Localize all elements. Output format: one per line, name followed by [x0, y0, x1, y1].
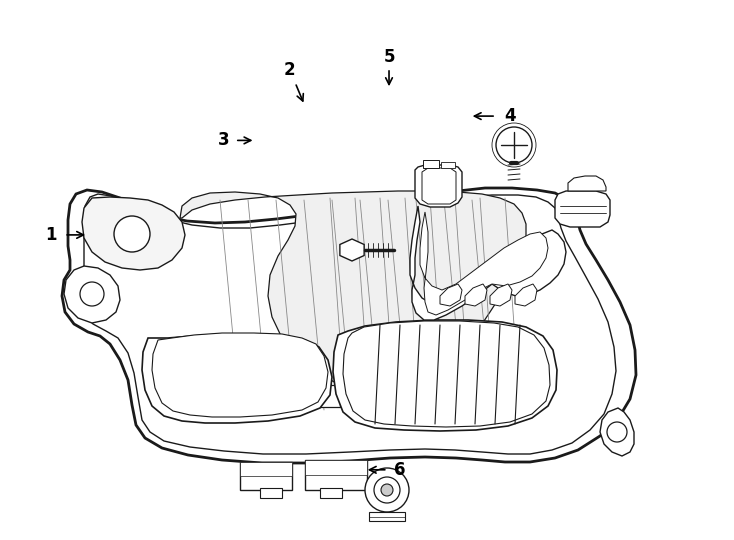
Polygon shape	[555, 191, 610, 227]
Bar	[320, 488, 342, 498]
Polygon shape	[600, 408, 634, 456]
Polygon shape	[343, 321, 550, 427]
Bar	[369, 512, 405, 521]
Bar	[305, 460, 367, 490]
Polygon shape	[465, 284, 487, 306]
Polygon shape	[568, 176, 606, 191]
Polygon shape	[152, 333, 328, 417]
Polygon shape	[440, 284, 462, 306]
Circle shape	[80, 282, 104, 306]
Polygon shape	[420, 212, 548, 315]
Polygon shape	[422, 168, 456, 204]
Circle shape	[381, 484, 393, 496]
Text: 2: 2	[284, 61, 296, 79]
Bar	[478, 376, 516, 396]
Text: 1: 1	[46, 226, 57, 244]
Polygon shape	[180, 191, 526, 413]
Polygon shape	[82, 197, 185, 270]
Polygon shape	[415, 165, 462, 207]
Polygon shape	[490, 284, 512, 306]
Text: 3: 3	[218, 131, 230, 150]
Bar	[298, 385, 340, 407]
Bar	[441, 162, 455, 168]
Bar	[240, 462, 292, 476]
Polygon shape	[340, 239, 364, 261]
Circle shape	[496, 127, 532, 163]
Bar	[254, 388, 292, 410]
Bar	[240, 462, 292, 490]
Bar	[430, 378, 472, 398]
Circle shape	[114, 216, 150, 252]
Circle shape	[607, 422, 627, 442]
Polygon shape	[64, 266, 120, 323]
Bar	[345, 382, 383, 404]
Text: 5: 5	[383, 48, 395, 66]
Polygon shape	[515, 284, 537, 306]
Polygon shape	[410, 206, 566, 320]
Circle shape	[374, 477, 400, 503]
Text: 4: 4	[504, 107, 516, 125]
Polygon shape	[333, 320, 557, 431]
Bar	[260, 488, 282, 498]
Text: 6: 6	[394, 461, 406, 479]
Bar	[423, 160, 439, 168]
Circle shape	[365, 468, 409, 512]
Polygon shape	[62, 188, 636, 463]
Polygon shape	[142, 334, 332, 423]
Polygon shape	[79, 194, 616, 454]
Bar	[305, 460, 367, 475]
